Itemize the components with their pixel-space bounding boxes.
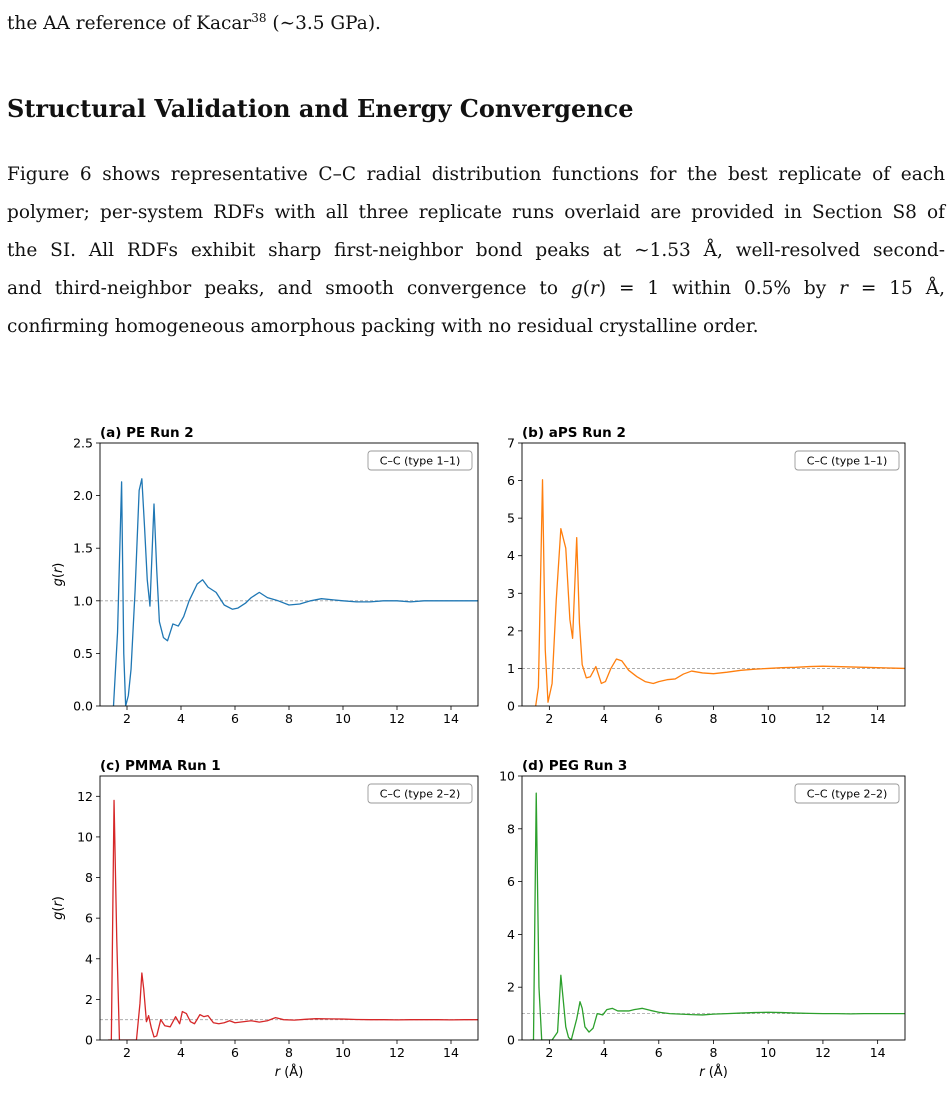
y-tick-label: 6 [507,874,515,889]
data-series-line [108,799,478,1040]
x-tick-label: 2 [545,1045,553,1060]
y-tick-label: 5 [507,511,515,526]
y-tick-label: 8 [85,870,93,885]
x-tick-label: 4 [177,1045,185,1060]
x-tick-label: 6 [231,711,239,726]
x-tick-label: 4 [600,1045,608,1060]
panel-title: (a) PE Run 2 [100,425,194,441]
x-tick-label: 12 [389,1045,405,1060]
y-tick-label: 2.5 [73,436,93,451]
x-tick-label: 2 [123,711,131,726]
x-axis-label: r (Å) [275,1064,304,1080]
legend-label: C–C (type 1–1) [380,455,461,468]
x-tick-label: 14 [443,711,459,726]
y-tick-label: 0.0 [73,699,93,714]
panel-0: 2 4 6 8 10 12 14 0.0 0.5 1.0 1.5 2.0 2.5 (a) PE Run 2… [51,425,479,726]
y-tick-label: 10 [499,769,515,784]
x-tick-label: 8 [710,1045,718,1060]
text-line-reference: the AA reference of Kacar38 (∼3.5 GPa). [7,11,945,34]
y-tick-label: 1 [507,661,515,676]
y-tick-label: 1.5 [73,541,93,556]
legend-box [367,450,473,471]
y-tick-label: 2 [507,623,515,638]
panel-title: (c) PMMA Run 1 [100,758,221,774]
axes-frame [521,775,906,1041]
y-tick-label: 0.5 [73,646,93,661]
citation-superscript: 38 [251,11,267,25]
legend-box [367,783,473,804]
legend-label: C–C (type 2–2) [807,788,888,801]
paragraph-line-2: polymer; per-system RDFs with all three … [7,202,945,223]
x-tick-label: 10 [760,711,776,726]
x-tick-label: 10 [760,1045,776,1060]
y-tick-label: 6 [85,911,93,926]
y-tick-label: 2 [507,980,515,995]
x-tick-label: 10 [335,711,351,726]
y-tick-label: 4 [507,548,515,563]
y-tick-label: 4 [507,927,515,942]
x-tick-label: 6 [231,1045,239,1060]
reference-text: the AA reference of Kacar [7,13,252,35]
y-axis-label: g(r) [51,896,66,920]
x-tick-label: 6 [655,1045,663,1060]
x-tick-label: 12 [815,1045,831,1060]
x-tick-label: 2 [123,1045,131,1060]
x-tick-label: 14 [870,711,886,726]
y-tick-label: 0 [85,1033,93,1048]
panel-3: 2 4 6 8 10 12 14 0 2 4 6 8 10 (d) PEG Run 3 C–C (type … [499,758,906,1080]
x-tick-label: 14 [443,1045,459,1060]
y-tick-label: 3 [507,586,515,601]
x-tick-label: 8 [285,1045,293,1060]
data-series-line [112,478,478,706]
y-tick-label: 2.0 [73,488,93,503]
reference-text-end: (∼3.5 GPa). [266,13,381,35]
x-tick-label: 12 [389,711,405,726]
y-tick-label: 6 [507,473,515,488]
x-tick-label: 12 [815,711,831,726]
y-tick-label: 7 [507,436,515,451]
data-series-line [530,792,905,1040]
data-series-line [535,479,905,706]
axes-frame [99,775,479,1041]
section-heading: Structural Validation and Energy Converg… [7,94,634,123]
rdf-figure: 2 4 6 8 10 12 140.00.51.01.52.02.5(a) PE Run 2… [51,425,906,1080]
y-tick-label: 4 [85,951,93,966]
y-tick-label: 0 [507,699,515,714]
panel-title: (d) PEG Run 3 [522,758,627,774]
x-tick-label: 8 [285,711,293,726]
y-tick-label: 1.0 [73,593,93,608]
x-tick-label: 14 [870,1045,886,1060]
y-tick-label: 12 [77,789,93,804]
x-tick-label: 4 [600,711,608,726]
y-tick-label: 10 [77,829,93,844]
paragraph-line-1: Figure 6 shows representative C–C radial… [7,164,945,185]
legend-label: C–C (type 2–2) [380,788,461,801]
legend-label: C–C (type 1–1) [807,455,888,468]
x-tick-label: 6 [655,711,663,726]
paragraph-line-4: and third-neighbor peaks, and smooth con… [7,278,945,299]
y-tick-label: 2 [85,992,93,1007]
legend-box [794,450,900,471]
y-axis-label: g(r) [51,563,66,587]
y-tick-label: 0 [507,1033,515,1048]
paragraph-line-5: confirming homogeneous amorphous packing… [7,316,759,337]
legend-box [794,783,900,804]
paragraph-line-3: the SI. All RDFs exhibit sharp first-nei… [7,240,945,261]
panel-2: 2 4 6 8 10 12 14 0 2 4 6 8 10 12 (c) PMMA Run 1 C–C (ty… [51,758,479,1080]
x-tick-label: 10 [335,1045,351,1060]
x-tick-label: 2 [545,711,553,726]
panel-title: (b) aPS Run 2 [522,425,626,441]
x-axis-label: r (Å) [699,1064,728,1080]
x-tick-label: 4 [177,711,185,726]
x-tick-label: 8 [710,711,718,726]
y-tick-label: 8 [507,821,515,836]
